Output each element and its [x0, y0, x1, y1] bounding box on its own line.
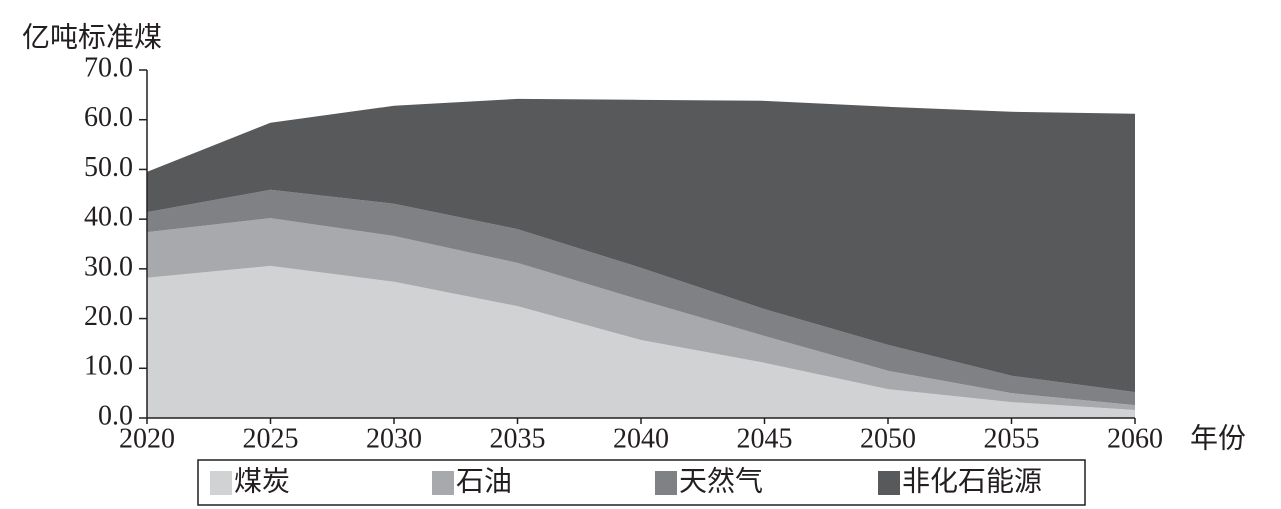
legend-label: 天然气 [679, 465, 763, 497]
y-tick-label: 40.0 [84, 202, 133, 233]
y-tick-label: 60.0 [84, 102, 133, 133]
area [147, 218, 1135, 411]
legend-swatch [432, 471, 454, 495]
legend-box [197, 459, 1086, 506]
y-tick-label: 30.0 [84, 251, 133, 282]
y-tick-label: 70.0 [84, 52, 133, 83]
legend-label: 石油 [456, 465, 512, 497]
y-tick-label: 10.0 [84, 351, 133, 382]
x-tick-label: 2040 [613, 423, 669, 454]
y-tick-label: 20.0 [84, 301, 133, 332]
y-tick-label: 50.0 [84, 152, 133, 183]
area [147, 265, 1135, 418]
legend-label: 非化石能源 [902, 465, 1042, 497]
x-tick-label: 2030 [366, 423, 422, 454]
area [147, 98, 1135, 393]
x-tick-label: 2045 [737, 423, 793, 454]
y-axis-label: 亿吨标准煤 [22, 21, 162, 53]
legend-swatch [655, 471, 677, 495]
legend-swatch [878, 471, 900, 495]
legend-label: 煤炭 [234, 465, 290, 497]
x-tick-label: 2035 [490, 423, 546, 454]
x-axis-label: 年份 [1190, 422, 1246, 454]
x-tick-label: 2020 [119, 423, 175, 454]
area [147, 189, 1135, 406]
x-tick-label: 2055 [984, 423, 1040, 454]
legend-swatch [210, 471, 232, 495]
x-tick-label: 2050 [860, 423, 916, 454]
y-tick-label: 0.0 [98, 400, 133, 431]
x-tick-label: 2025 [243, 423, 299, 454]
x-tick-label: 2060 [1107, 423, 1163, 454]
